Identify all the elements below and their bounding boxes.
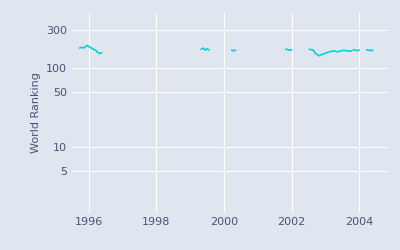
Y-axis label: World Ranking: World Ranking [30, 72, 40, 153]
